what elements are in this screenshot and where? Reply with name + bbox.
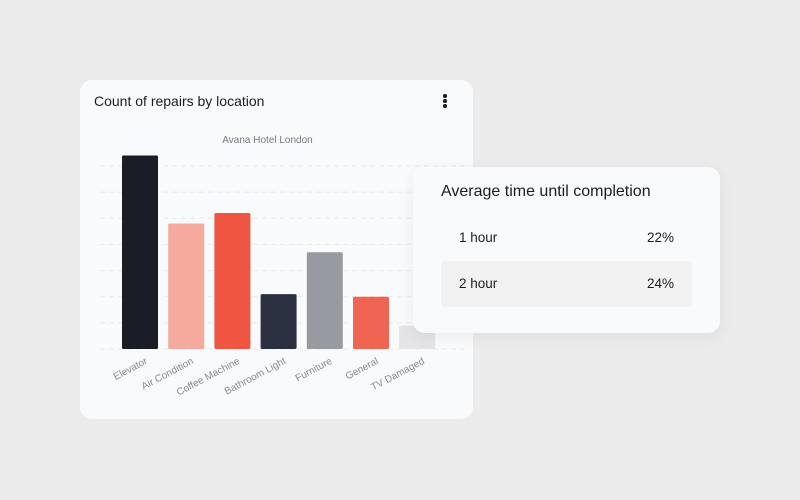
row-value: 24% — [646, 276, 674, 291]
row-label: 1 hour — [459, 230, 498, 245]
row-value: 22% — [646, 230, 674, 245]
chart-title: Avana Hotel London — [222, 135, 313, 146]
card-title: Average time until completion — [441, 183, 651, 200]
bar-general[interactable] — [353, 296, 389, 349]
list-item[interactable]: 2 hour 24% — [441, 261, 692, 307]
bar-air-condition[interactable] — [168, 223, 205, 349]
more-vertical-icon[interactable] — [440, 94, 450, 110]
completion-card: Average time until completion 1 hour 22%… — [413, 167, 720, 333]
x-tick-label: General — [344, 356, 381, 382]
row-label: 2 hour — [459, 276, 498, 291]
x-tick-label: Furniture — [294, 356, 335, 385]
repairs-chart-card: Count of repairs by location Avana Hotel… — [80, 80, 473, 419]
card-title: Count of repairs by location — [94, 93, 265, 109]
bar-elevator[interactable] — [122, 155, 158, 349]
bar-coffee-machine[interactable] — [214, 213, 251, 349]
bar-bathroom-light[interactable] — [260, 294, 297, 349]
bar-furniture[interactable] — [306, 252, 343, 349]
x-tick-label: Elevator — [112, 356, 150, 383]
list-item[interactable]: 1 hour 22% — [441, 215, 692, 261]
